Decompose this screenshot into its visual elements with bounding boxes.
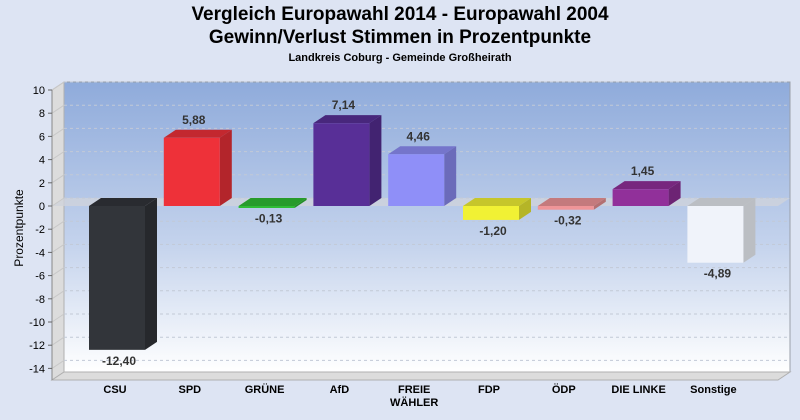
bar-top bbox=[612, 181, 681, 190]
y-tick-label: -6 bbox=[35, 271, 45, 283]
bar-front bbox=[687, 206, 744, 263]
bar-side bbox=[444, 146, 457, 206]
bar-side bbox=[219, 129, 232, 206]
bars bbox=[89, 115, 756, 350]
bar-front bbox=[313, 123, 370, 206]
bar-grüne bbox=[238, 198, 307, 208]
x-tick-label: Sonstige bbox=[690, 384, 736, 396]
y-tick-label: -14 bbox=[29, 363, 45, 375]
bar-front bbox=[612, 189, 669, 206]
y-tick-label: 10 bbox=[33, 85, 45, 97]
bar-top bbox=[463, 198, 531, 206]
x-tick-label: CSU bbox=[103, 384, 126, 396]
y-tick-label: -8 bbox=[35, 294, 45, 306]
data-labels: -12,40 5,88 -0,13 7,14 4,46 -1,20 -0,32 1,45 -4,… bbox=[102, 98, 731, 368]
x-tick-label: AfD bbox=[330, 384, 350, 396]
bar-front bbox=[89, 206, 145, 350]
data-label: -12,40 bbox=[102, 354, 136, 368]
bar-side bbox=[294, 198, 307, 208]
grid-line-side bbox=[51, 359, 65, 369]
bar-top bbox=[89, 198, 157, 206]
data-label: -0,13 bbox=[255, 212, 283, 226]
data-label: 1,45 bbox=[631, 164, 655, 178]
bar-side bbox=[519, 198, 531, 220]
bar-front bbox=[537, 206, 594, 210]
bar-top bbox=[163, 129, 232, 138]
y-tick-label: 0 bbox=[39, 201, 45, 213]
grid-line-side bbox=[51, 267, 65, 277]
data-label: -1,20 bbox=[479, 224, 507, 238]
bar-top bbox=[687, 198, 756, 206]
y-tick-label: -12 bbox=[29, 340, 45, 352]
bar-side bbox=[593, 198, 606, 210]
bar-front bbox=[163, 137, 220, 206]
bar-sonstige bbox=[687, 198, 756, 263]
y-tick-label: -10 bbox=[29, 317, 45, 329]
bar-side bbox=[369, 115, 382, 206]
bar-side bbox=[743, 198, 756, 263]
bar-top bbox=[537, 198, 606, 206]
y-axis-label: Prozentpunkte bbox=[12, 189, 26, 267]
grid-line-side bbox=[51, 336, 65, 346]
data-label: 5,88 bbox=[182, 113, 206, 127]
data-label: 4,46 bbox=[407, 129, 431, 143]
bar-top bbox=[313, 115, 382, 124]
bar-fdp bbox=[463, 198, 531, 220]
bar-ödp bbox=[537, 198, 606, 210]
bar-spd bbox=[163, 129, 232, 206]
y-tick-label: -4 bbox=[35, 247, 45, 259]
x-tick-label: DIE LINKE bbox=[611, 384, 665, 396]
plot-area bbox=[50, 81, 792, 381]
plot-back-wall bbox=[63, 81, 791, 373]
grid-line-side bbox=[51, 81, 65, 91]
x-tick-label: FDP bbox=[478, 384, 500, 396]
grid-line-side bbox=[51, 243, 65, 253]
y-tick-label: 8 bbox=[39, 108, 45, 120]
grid-line-side bbox=[51, 290, 65, 300]
data-label: -0,32 bbox=[554, 214, 582, 228]
chart-region-subtitle: Landkreis Coburg - Gemeinde Großheirath bbox=[288, 52, 512, 64]
x-tick-label: FREIE bbox=[398, 384, 430, 396]
bar-top bbox=[238, 198, 307, 206]
grid-line-side bbox=[51, 151, 65, 161]
plot-left-wall bbox=[51, 81, 65, 381]
y-axis: 10 8 6 4 2 0 -2 -4 -6 -8 -10 -12 -14 bbox=[29, 85, 53, 380]
y-tick-label: -2 bbox=[35, 224, 45, 236]
y-tick-label: 6 bbox=[39, 131, 45, 143]
data-label: 7,14 bbox=[332, 98, 356, 112]
bar-front bbox=[463, 206, 519, 220]
y-tick-label: 2 bbox=[39, 178, 45, 190]
grid-line-side bbox=[51, 174, 65, 184]
grid-line-side bbox=[51, 313, 65, 323]
y-tick-label: 4 bbox=[39, 155, 45, 167]
bar-front bbox=[388, 154, 445, 206]
grid-line-side bbox=[51, 220, 65, 230]
x-tick-label: WÄHLER bbox=[390, 396, 438, 409]
data-label: -4,89 bbox=[704, 267, 732, 281]
x-tick-label: ÖDP bbox=[552, 383, 576, 396]
plot-floor bbox=[50, 371, 792, 381]
grid-line-side bbox=[51, 197, 65, 207]
bar-top bbox=[388, 146, 457, 155]
bar-afd bbox=[313, 115, 382, 206]
x-tick-label: GRÜNE bbox=[245, 383, 285, 396]
grid-line-side bbox=[51, 127, 65, 137]
chart-subtitle: Gewinn/Verlust Stimmen in Prozentpunkte bbox=[208, 27, 592, 48]
bar-side bbox=[668, 181, 681, 206]
bar-front bbox=[238, 206, 295, 208]
grid-line-side bbox=[51, 104, 65, 114]
bar-side bbox=[145, 198, 157, 350]
chart-title: Vergleich Europawahl 2014 - Europawahl 2… bbox=[191, 4, 609, 25]
bar-csu bbox=[89, 198, 157, 350]
x-tick-label: SPD bbox=[178, 384, 201, 396]
bar-freie-wähler bbox=[388, 146, 457, 206]
bar-die-linke bbox=[612, 181, 681, 206]
